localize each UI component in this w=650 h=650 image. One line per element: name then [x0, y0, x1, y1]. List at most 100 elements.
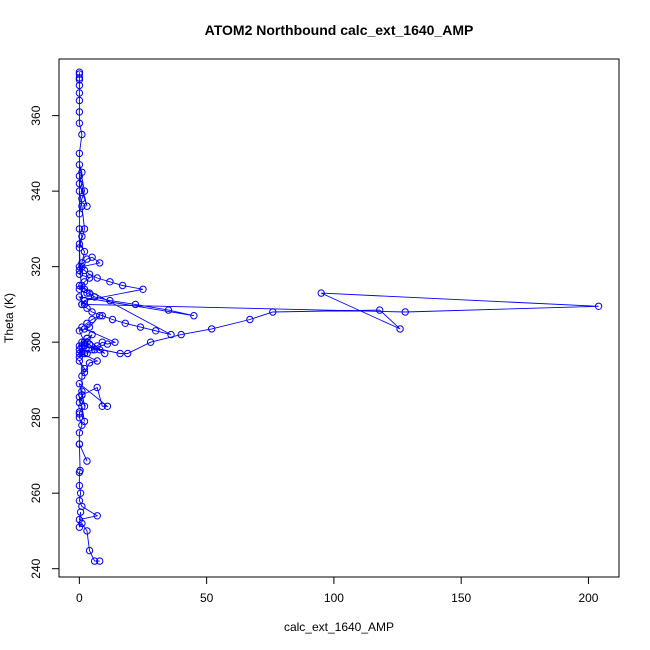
data-point [80, 325, 89, 333]
data-point [75, 187, 84, 195]
data-point [78, 372, 86, 380]
data-point [90, 346, 99, 354]
data-point [75, 108, 84, 116]
data-point [106, 296, 114, 305]
data-point [88, 330, 96, 339]
data-point [75, 327, 84, 335]
data-point [75, 76, 84, 84]
data-point [83, 289, 91, 297]
data-point [80, 402, 89, 410]
data-point [75, 210, 84, 218]
chart-title: ATOM2 Northbound calc_ext_1640_AMP [205, 22, 474, 38]
data-point [75, 349, 84, 358]
x-tick-label: 100 [324, 591, 344, 605]
data-point [401, 308, 409, 316]
data-point [83, 202, 91, 210]
x-tick-label: 200 [578, 591, 598, 605]
data-point [78, 391, 86, 399]
data-point [177, 330, 185, 339]
data-point [96, 346, 104, 354]
data-point [190, 312, 198, 320]
data-point [96, 557, 104, 565]
data-point [152, 327, 160, 335]
data-point [88, 253, 96, 261]
data-point [83, 255, 91, 263]
data-point [103, 402, 112, 410]
data-point [75, 266, 84, 275]
data-point [78, 130, 86, 139]
data-point [78, 195, 86, 203]
data-point [594, 302, 603, 310]
data-point [118, 281, 127, 290]
data-point [78, 263, 86, 271]
data-point [75, 380, 84, 388]
data-point [146, 338, 155, 346]
data-point [75, 523, 84, 531]
data-point [85, 274, 94, 282]
data-point [93, 274, 101, 282]
data-point [78, 402, 86, 410]
data-point [80, 349, 89, 358]
data-point [78, 342, 86, 350]
data-point [78, 202, 86, 210]
data-point [164, 306, 173, 314]
data-point [78, 300, 86, 309]
y-tick-label: 280 [29, 407, 43, 427]
data-point [75, 515, 84, 524]
y-axis-label: Theta (K) [2, 293, 16, 343]
data-point [83, 527, 91, 535]
data-point [75, 225, 84, 233]
data-point [75, 149, 84, 158]
data-point [396, 325, 404, 333]
data-point [80, 225, 89, 233]
data-point [90, 293, 99, 301]
data-point [75, 89, 84, 97]
data-point [75, 161, 84, 169]
data-point [75, 342, 84, 350]
data-point [85, 359, 94, 367]
data-point [93, 357, 101, 365]
data-point [101, 349, 109, 358]
data-point [88, 315, 96, 324]
data-point [80, 342, 89, 350]
data-point [75, 429, 84, 437]
data-point [80, 285, 89, 293]
x-axis-label: calc_ext_1640_AMP [284, 620, 394, 634]
data-point [75, 293, 84, 301]
data-point [269, 308, 277, 316]
data-point [75, 497, 84, 505]
data-point [75, 346, 84, 354]
data-point [317, 289, 325, 297]
data-point [75, 285, 84, 293]
data-point [80, 338, 89, 346]
y-tick-label: 360 [29, 105, 43, 125]
data-point [75, 240, 84, 248]
data-point [131, 300, 140, 309]
data-point [80, 187, 89, 195]
data-point [93, 512, 101, 520]
data-point [80, 247, 89, 256]
data-point [78, 232, 86, 241]
y-axis: 240 260 280 300 320 340 360 [29, 105, 60, 579]
data-point [111, 338, 119, 346]
data-point [75, 244, 84, 252]
data-point [78, 387, 86, 395]
data-point [167, 330, 175, 339]
data-point [93, 383, 101, 392]
data-point [75, 414, 84, 422]
data-point [78, 519, 86, 528]
data-point [80, 300, 89, 309]
data-point [76, 466, 84, 475]
data-point [75, 481, 84, 490]
data-point [75, 119, 84, 127]
data-point [78, 281, 86, 290]
data-point [76, 489, 85, 497]
x-tick-label: 50 [200, 591, 214, 605]
data-point [78, 349, 86, 358]
data-point [80, 417, 89, 426]
y-tick-label: 260 [29, 483, 43, 503]
data-point [75, 263, 84, 271]
data-point [124, 349, 132, 358]
data-point [75, 410, 84, 418]
data-point [83, 349, 91, 358]
